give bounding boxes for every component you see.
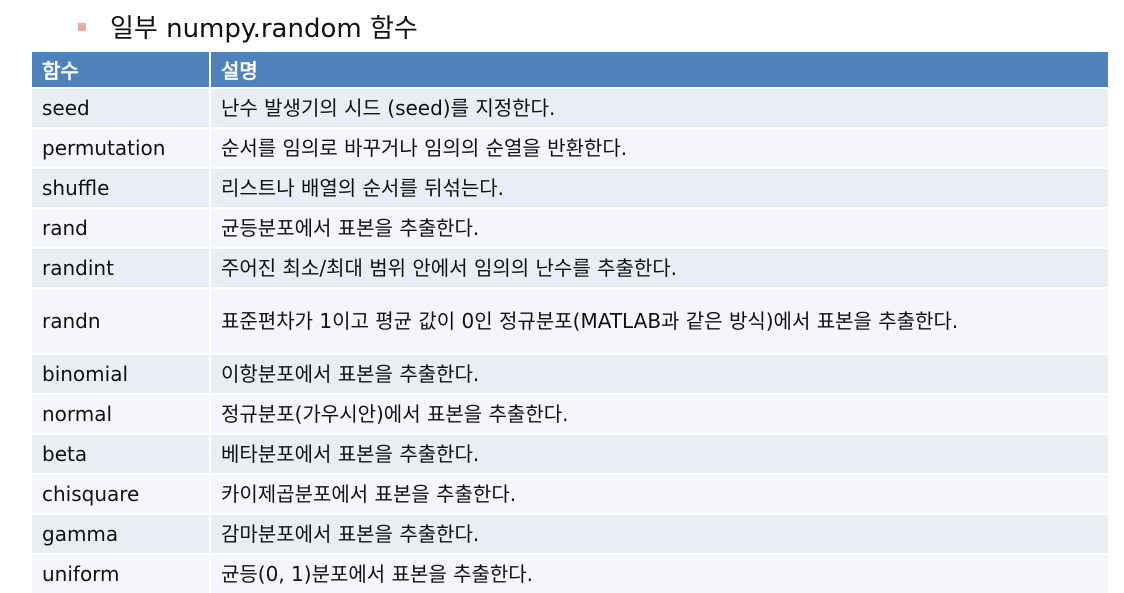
function-description-cell: 균등(0, 1)분포에서 표본을 추출한다. xyxy=(210,553,1108,593)
function-name-cell: randint xyxy=(32,247,211,288)
function-description-cell: 순서를 임의로 바꾸거나 임의의 순열을 반환한다. xyxy=(210,127,1108,168)
function-description-cell: 균등분포에서 표본을 추출한다. xyxy=(210,207,1108,248)
function-description-cell: 카이제곱분포에서 표본을 추출한다. xyxy=(210,473,1108,514)
function-description-cell: 이항분포에서 표본을 추출한다. xyxy=(210,353,1108,394)
table-row: rand 균등분포에서 표본을 추출한다. xyxy=(32,207,1108,248)
function-description-cell: 주어진 최소/최대 범위 안에서 임의의 난수를 추출한다. xyxy=(210,247,1108,288)
function-name-cell: permutation xyxy=(32,127,211,168)
slide-heading: 일부 numpy.random 함수 xyxy=(78,6,418,46)
function-name-cell: gamma xyxy=(32,513,211,554)
table-row: binomial 이항분포에서 표본을 추출한다. xyxy=(32,353,1108,394)
table-row: randn 표준편차가 1이고 평균 값이 0인 정규분포(MATLAB과 같은… xyxy=(32,287,1108,354)
table-row: uniform 균등(0, 1)분포에서 표본을 추출한다. xyxy=(32,553,1108,593)
numpy-random-functions-table: 함수 설명 seed 난수 발생기의 시드 (seed)를 지정한다. perm… xyxy=(32,52,1108,593)
function-name-cell: normal xyxy=(32,393,211,434)
function-name-cell: binomial xyxy=(32,353,211,394)
table-row: beta 베타분포에서 표본을 추출한다. xyxy=(32,433,1108,474)
function-name-cell: seed xyxy=(32,87,211,128)
function-name-cell: beta xyxy=(32,433,211,474)
function-description-cell: 정규분포(가우시안)에서 표본을 추출한다. xyxy=(210,393,1108,434)
slide-title: 일부 numpy.random 함수 xyxy=(110,13,418,44)
function-description-cell: 리스트나 배열의 순서를 뒤섞는다. xyxy=(210,167,1108,208)
function-description-cell: 베타분포에서 표본을 추출한다. xyxy=(210,433,1108,474)
table-row: normal 정규분포(가우시안)에서 표본을 추출한다. xyxy=(32,393,1108,434)
table-row: chisquare 카이제곱분포에서 표본을 추출한다. xyxy=(32,473,1108,514)
function-name-cell: randn xyxy=(32,287,211,354)
square-bullet-icon xyxy=(78,23,86,31)
function-description-cell: 표준편차가 1이고 평균 값이 0인 정규분포(MATLAB과 같은 방식)에서… xyxy=(210,287,1108,354)
column-header-function: 함수 xyxy=(32,52,211,88)
function-name-cell: shuffle xyxy=(32,167,211,208)
table-header-row: 함수 설명 xyxy=(32,52,1108,88)
table-row: seed 난수 발생기의 시드 (seed)를 지정한다. xyxy=(32,87,1108,128)
table-row: gamma 감마분포에서 표본을 추출한다. xyxy=(32,513,1108,554)
function-description-cell: 감마분포에서 표본을 추출한다. xyxy=(210,513,1108,554)
function-name-cell: chisquare xyxy=(32,473,211,514)
function-description-cell: 난수 발생기의 시드 (seed)를 지정한다. xyxy=(210,87,1108,128)
table-row: permutation 순서를 임의로 바꾸거나 임의의 순열을 반환한다. xyxy=(32,127,1108,168)
table-row: shuffle 리스트나 배열의 순서를 뒤섞는다. xyxy=(32,167,1108,208)
table-row: randint 주어진 최소/최대 범위 안에서 임의의 난수를 추출한다. xyxy=(32,247,1108,288)
function-name-cell: rand xyxy=(32,207,211,248)
function-name-cell: uniform xyxy=(32,553,211,593)
column-header-description: 설명 xyxy=(210,52,1108,88)
